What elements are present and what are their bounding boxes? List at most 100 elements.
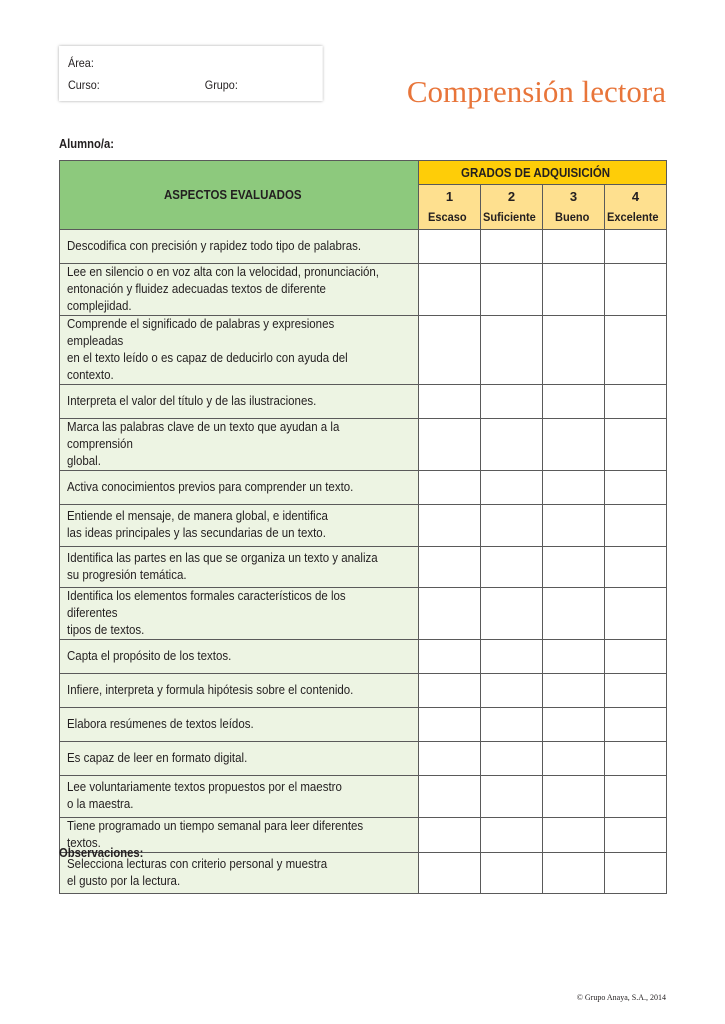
grade-cell-1[interactable]: [418, 545, 481, 588]
grade-cell-1[interactable]: [418, 384, 481, 419]
table-row: Tiene programado un tiempo semanal para …: [59, 816, 667, 853]
grade-cell-2[interactable]: [480, 384, 543, 419]
grade-cell-2[interactable]: [480, 707, 543, 742]
aspect-text: Es capaz de leer en formato digital.: [59, 741, 419, 776]
grade-cell-1[interactable]: [418, 775, 481, 818]
grade-cell-3[interactable]: [542, 639, 605, 674]
aspect-text: Entiende el mensaje, de manera global, e…: [59, 504, 419, 547]
level-header-1: 1 Escaso: [418, 184, 481, 230]
grade-cell-3[interactable]: [542, 315, 605, 385]
table-row: Lee en silencio o en voz alta con la vel…: [59, 263, 667, 316]
grade-cell-1[interactable]: [418, 587, 481, 640]
table-row: Entiende el mensaje, de manera global, e…: [59, 504, 667, 547]
grade-cell-3[interactable]: [542, 673, 605, 708]
grade-cell-3[interactable]: [542, 229, 605, 264]
grade-cell-1[interactable]: [418, 816, 481, 853]
grade-cell-3[interactable]: [542, 263, 605, 316]
aspect-text: Tiene programado un tiempo semanal para …: [59, 816, 419, 853]
grade-cell-3[interactable]: [542, 504, 605, 547]
grade-cell-4[interactable]: [604, 741, 667, 776]
grade-cell-4[interactable]: [604, 639, 667, 674]
grade-cell-3[interactable]: [542, 707, 605, 742]
grade-cell-4[interactable]: [604, 587, 667, 640]
grade-cell-3[interactable]: [542, 851, 605, 894]
table-row: Lee voluntariamente textos propuestos po…: [59, 775, 667, 818]
table-row: Marca las palabras clave de un texto que…: [59, 418, 667, 471]
grade-cell-4[interactable]: [604, 707, 667, 742]
grade-cell-1[interactable]: [418, 315, 481, 385]
grade-cell-2[interactable]: [480, 741, 543, 776]
grade-cell-3[interactable]: [542, 587, 605, 640]
grade-cell-2[interactable]: [480, 587, 543, 640]
table-row: Elabora resúmenes de textos leídos.: [59, 707, 667, 742]
grade-cell-1[interactable]: [418, 263, 481, 316]
grade-cell-4[interactable]: [604, 673, 667, 708]
grade-cell-2[interactable]: [480, 545, 543, 588]
grade-cell-4[interactable]: [604, 315, 667, 385]
grade-cell-4[interactable]: [604, 263, 667, 316]
grade-cell-4[interactable]: [604, 816, 667, 853]
grade-cell-1[interactable]: [418, 470, 481, 505]
aspect-text: Descodifica con precisión y rapidez todo…: [59, 229, 419, 264]
table-row: Capta el propósito de los textos.: [59, 639, 667, 674]
student-info-box: Área: Curso: Grupo:: [59, 46, 323, 101]
grade-cell-3[interactable]: [542, 775, 605, 818]
aspect-text: Lee voluntariamente textos propuestos po…: [59, 775, 419, 818]
grade-cell-3[interactable]: [542, 741, 605, 776]
grade-cell-2[interactable]: [480, 263, 543, 316]
grade-cell-1[interactable]: [418, 707, 481, 742]
table-row: Identifica los elementos formales caract…: [59, 587, 667, 640]
page-title: Comprensión lectora: [406, 74, 666, 109]
grade-cell-2[interactable]: [480, 673, 543, 708]
grade-cell-1[interactable]: [418, 741, 481, 776]
table-row: Identifica las partes en las que se orga…: [59, 545, 667, 588]
aspect-text: Activa conocimientos previos para compre…: [59, 470, 419, 505]
grade-cell-1[interactable]: [418, 504, 481, 547]
grade-cell-2[interactable]: [480, 418, 543, 471]
level-header-4: 4 Excelente: [604, 184, 667, 230]
level-number: 2: [507, 189, 516, 204]
grade-cell-1[interactable]: [418, 229, 481, 264]
grade-cell-2[interactable]: [480, 775, 543, 818]
curso-label: Curso:: [68, 78, 100, 92]
grade-cell-1[interactable]: [418, 418, 481, 471]
grade-cell-4[interactable]: [604, 851, 667, 894]
grade-cell-4[interactable]: [604, 384, 667, 419]
grade-cell-2[interactable]: [480, 851, 543, 894]
grade-cell-1[interactable]: [418, 851, 481, 894]
grade-cell-4[interactable]: [604, 418, 667, 471]
grade-cell-2[interactable]: [480, 639, 543, 674]
grade-cell-3[interactable]: [542, 816, 605, 853]
evaluation-table: ASPECTOS EVALUADOS GRADOS DE ADQUISICIÓN…: [59, 160, 667, 894]
grade-cell-1[interactable]: [418, 639, 481, 674]
grade-cell-4[interactable]: [604, 545, 667, 588]
table-row: Descodifica con precisión y rapidez todo…: [59, 229, 667, 264]
grupo-label: Grupo:: [204, 78, 238, 92]
grade-cell-2[interactable]: [480, 504, 543, 547]
grade-cell-3[interactable]: [542, 418, 605, 471]
grade-cell-4[interactable]: [604, 470, 667, 505]
grade-cell-2[interactable]: [480, 229, 543, 264]
grade-cell-3[interactable]: [542, 470, 605, 505]
level-number: 1: [445, 189, 454, 204]
aspects-header: ASPECTOS EVALUADOS: [59, 160, 419, 230]
table-row: Interpreta el valor del título y de las …: [59, 384, 667, 419]
grade-cell-4[interactable]: [604, 229, 667, 264]
grade-cell-3[interactable]: [542, 384, 605, 419]
grade-cell-2[interactable]: [480, 816, 543, 853]
grade-cell-1[interactable]: [418, 673, 481, 708]
grade-cell-3[interactable]: [542, 545, 605, 588]
grade-cell-2[interactable]: [480, 315, 543, 385]
grade-cell-4[interactable]: [604, 504, 667, 547]
grade-cell-4[interactable]: [604, 775, 667, 818]
level-label: Excelente: [607, 210, 660, 224]
level-header-3: 3 Bueno: [542, 184, 605, 230]
copyright: © Grupo Anaya, S.A., 2014: [576, 993, 666, 1002]
aspect-text: Elabora resúmenes de textos leídos.: [59, 707, 419, 742]
level-label: Suficiente: [482, 210, 536, 224]
grade-cell-2[interactable]: [480, 470, 543, 505]
aspect-text: Identifica las partes en las que se orga…: [59, 545, 419, 588]
aspect-text: Interpreta el valor del título y de las …: [59, 384, 419, 419]
aspect-text: Capta el propósito de los textos.: [59, 639, 419, 674]
level-header-2: 2 Suficiente: [480, 184, 543, 230]
